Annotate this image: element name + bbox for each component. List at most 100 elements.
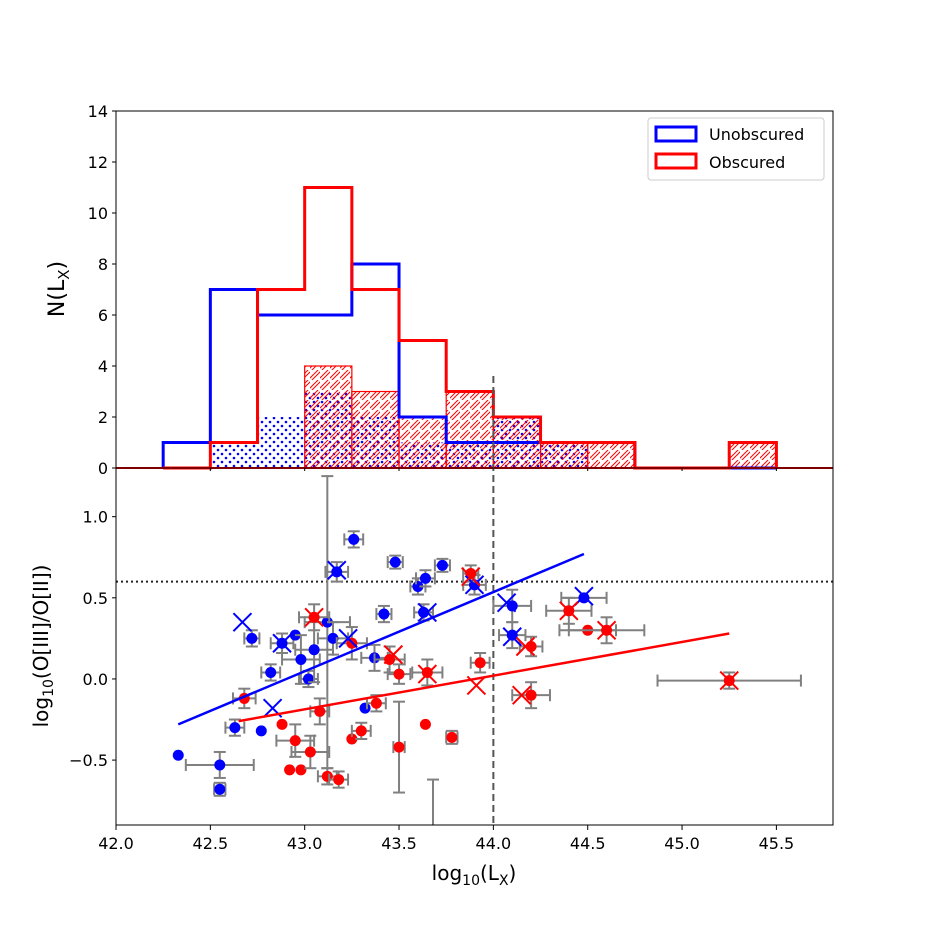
y-tick-label: 6	[98, 306, 108, 325]
cross-stroke	[559, 601, 579, 621]
legend: Unobscured Obscured	[647, 117, 825, 181]
legend-label-unobscured: Unobscured	[709, 125, 804, 144]
cross-stroke	[719, 670, 739, 691]
scatter-y-ticks: −0.5 0.0 0.5 1.0	[69, 508, 116, 770]
histogram-panel: 0 2 4 6 8 10 12 14 N(LX) Unobscured Obscured	[45, 102, 834, 478]
point-unobscured	[436, 559, 448, 571]
legend-swatch-obscured	[654, 152, 698, 170]
hist-bar-obscured-subset	[539, 441, 589, 469]
hist-bar-unobscured-subset	[210, 442, 258, 468]
cross-stroke	[417, 664, 438, 684]
point-obscured	[304, 746, 316, 758]
point-unobscured	[578, 592, 590, 604]
point-unobscured	[172, 749, 184, 761]
cross-stroke	[496, 592, 517, 613]
cross-stroke	[272, 633, 292, 653]
point-unobscured	[506, 600, 518, 612]
hist-bar-obscured-subset	[587, 441, 636, 469]
point-obscured	[393, 668, 405, 680]
hist-bar-unobscured-subset	[257, 417, 305, 468]
cross-unobscured	[232, 612, 253, 632]
point-obscured	[295, 764, 307, 776]
point-obscured	[289, 735, 301, 747]
cross-stroke	[464, 575, 485, 595]
x-tick-label: 43.5	[381, 834, 417, 853]
point-unobscured	[419, 572, 431, 584]
cross-unobscured	[327, 560, 347, 580]
hist-bar-obscured-subset	[445, 390, 494, 469]
scatter-frame	[115, 467, 834, 826]
point-obscured	[421, 666, 433, 678]
hist-bar-obscured-subset	[728, 441, 777, 469]
point-obscured	[446, 731, 458, 743]
histogram-bars	[116, 186, 833, 470]
point-unobscured	[389, 556, 401, 568]
point-obscured	[465, 567, 477, 579]
point-unobscured	[229, 722, 241, 734]
point-obscured	[474, 657, 486, 669]
histogram-y-ticks: 0 2 4 6 8 10 12 14	[88, 102, 116, 478]
point-unobscured	[214, 759, 226, 771]
y-tick-label: 2	[98, 408, 108, 427]
cross-stroke	[502, 627, 522, 647]
point-obscured	[346, 733, 358, 745]
fit-lines	[177, 552, 730, 726]
point-unobscured	[255, 725, 267, 737]
cross-stroke	[515, 636, 536, 657]
fit-line-unobscured	[177, 552, 585, 726]
cross-stroke	[461, 567, 481, 587]
cross-obscured	[511, 685, 532, 705]
x-tick-label: 45.0	[664, 834, 700, 853]
point-obscured	[419, 718, 431, 730]
cross-unobscured	[502, 627, 522, 647]
cross-stroke	[511, 685, 532, 705]
point-unobscured	[246, 632, 258, 644]
y-tick-label: 10	[88, 204, 108, 223]
cross-stroke	[327, 560, 347, 580]
point-unobscured	[214, 783, 226, 795]
scatter-panel: −0.5 0.0 0.5 1.0 42.0 42.5 43.0 43.5 44.0 44.5 45…	[29, 376, 834, 889]
fit-line-obscured	[238, 632, 730, 723]
point-unobscured	[359, 702, 371, 714]
y-tick-label: 14	[88, 102, 108, 121]
cross-obscured	[719, 670, 739, 691]
point-unobscured	[265, 666, 277, 678]
cross-stroke	[417, 602, 438, 623]
cross-stroke	[383, 644, 404, 665]
scatter-points	[172, 475, 802, 825]
cross-stroke	[304, 607, 324, 627]
point-obscured	[284, 764, 296, 776]
scatter-y-label: log10(O[III]/O[II])	[29, 565, 57, 728]
cross-stroke	[232, 612, 253, 632]
point-obscured	[276, 718, 288, 730]
y-tick-label: 12	[88, 153, 108, 172]
cross-obscured	[461, 567, 481, 587]
cross-obscured	[515, 636, 536, 657]
cross-unobscured	[272, 633, 292, 653]
point-unobscured	[327, 632, 339, 644]
point-obscured	[333, 774, 345, 786]
cross-unobscured	[338, 628, 358, 649]
x-tick-label: 42.0	[98, 834, 134, 853]
point-obscured	[370, 697, 382, 709]
cross-obscured	[559, 601, 579, 621]
point-unobscured	[308, 644, 320, 656]
cross-stroke	[262, 698, 283, 718]
hist-bar-obscured-subset	[304, 365, 353, 469]
point-obscured	[525, 641, 537, 652]
histogram-y-label: N(LX)	[45, 261, 73, 317]
scatter-x-label: log10(LX)	[432, 861, 517, 889]
point-unobscured	[506, 629, 518, 641]
y-tick-label: 0.5	[83, 589, 108, 608]
x-tick-label: 45.5	[759, 834, 795, 853]
point-unobscured	[295, 653, 307, 665]
cross-stroke	[338, 628, 358, 649]
cross-stroke	[466, 675, 487, 696]
x-tick-label: 42.5	[193, 834, 229, 853]
point-obscured	[525, 689, 537, 701]
point-unobscured	[348, 533, 360, 545]
hist-bar-obscured-subset	[351, 390, 400, 469]
y-tick-label: 0.0	[83, 670, 108, 689]
cross-obscured	[383, 644, 404, 665]
